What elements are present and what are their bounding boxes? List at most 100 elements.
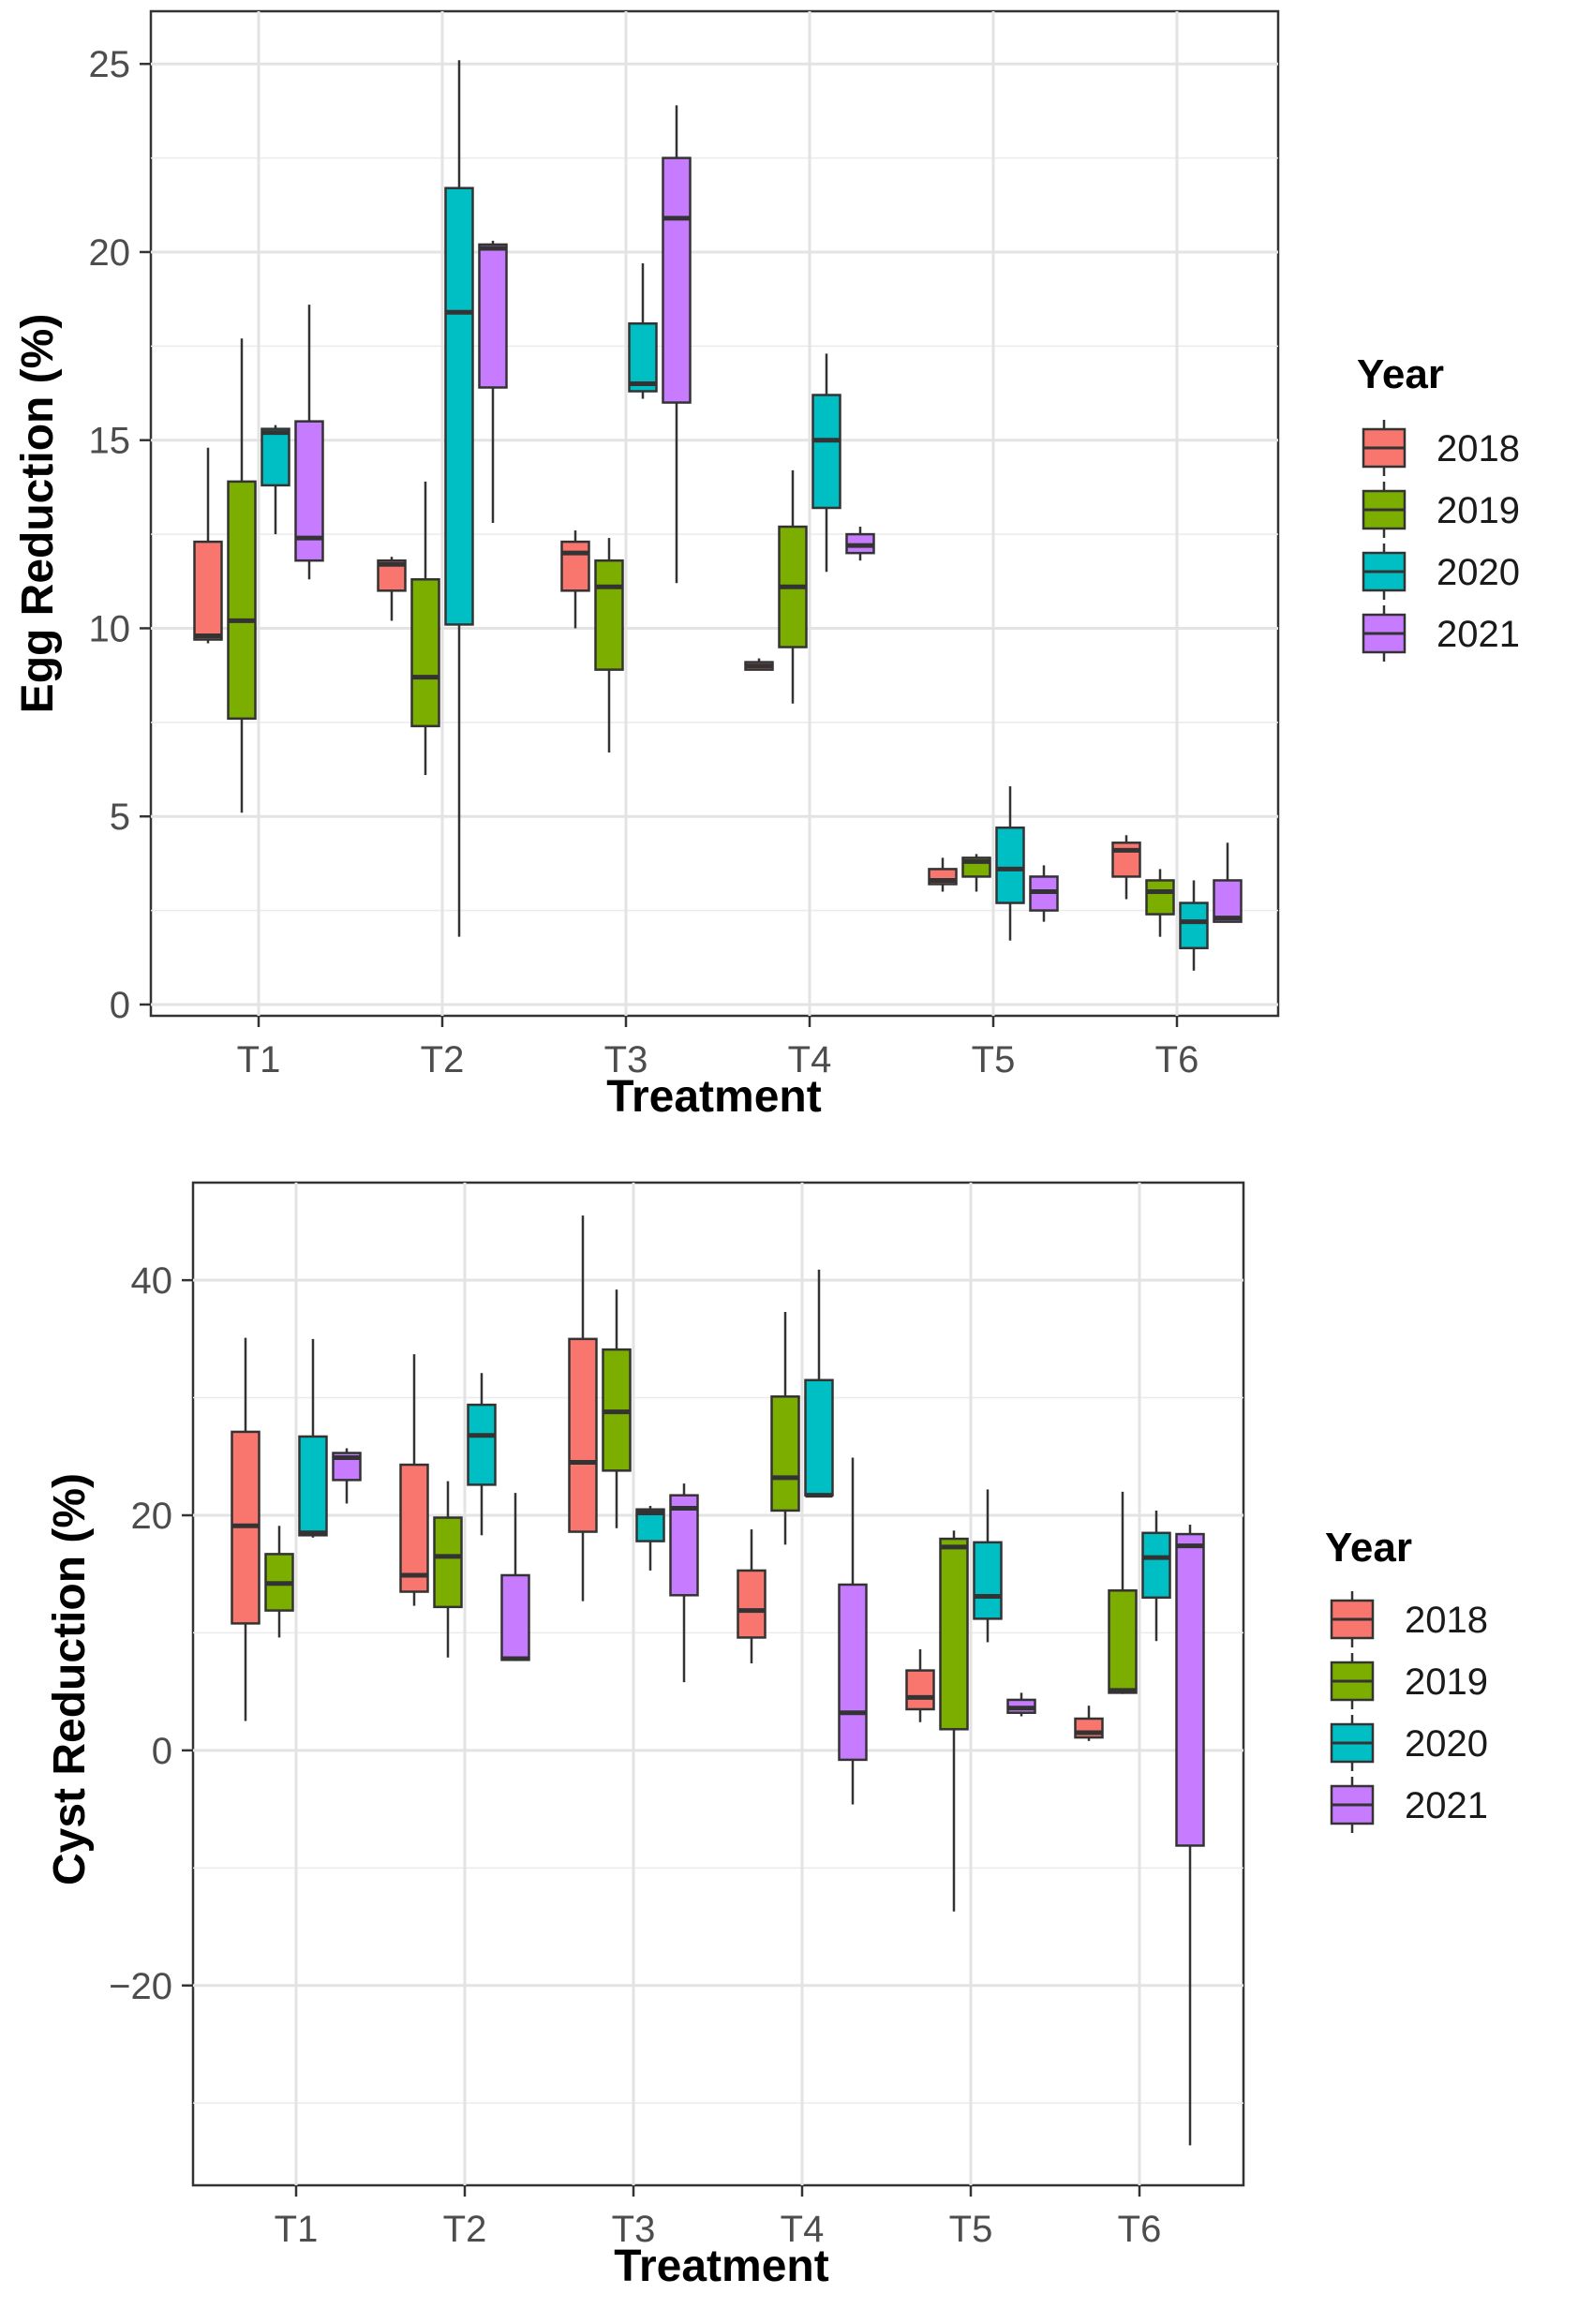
egg-y-tick-label: 0 <box>110 985 130 1026</box>
cyst-box-T6-2018 <box>1074 1706 1104 1741</box>
cyst-x-tick-label: T6 <box>1118 2209 1162 2250</box>
cyst-box-T6-2021 <box>1175 1525 1205 2146</box>
egg-legend-keys: 2018 2019 2020 2021 <box>1362 420 1520 662</box>
egg-legend-item-2020: 2020 <box>1362 544 1520 600</box>
egg-legend: Year 2018 2019 2020 2021 <box>1357 351 1520 662</box>
egg-box-T3-2021 <box>662 105 692 584</box>
cyst-box-rect <box>298 1435 328 1537</box>
egg-box-T1-2021 <box>294 305 324 580</box>
cyst-box-T2-2018 <box>399 1354 429 1606</box>
egg-x-tick-label: T2 <box>421 1039 465 1080</box>
egg-y-tick-label: 20 <box>89 232 131 274</box>
cyst-minor-grid <box>193 1396 1243 2104</box>
cyst-box-T2-2020 <box>467 1373 497 1536</box>
cyst-box-T5-2021 <box>1006 1692 1036 1717</box>
egg-legend-label: 2018 <box>1437 428 1520 469</box>
cyst-box-rect <box>467 1403 497 1486</box>
egg-box-rect <box>261 427 290 487</box>
egg-x-tick-label: T1 <box>237 1039 281 1080</box>
egg-x-tick-label: T4 <box>788 1039 832 1080</box>
egg-box-T2-2021 <box>478 240 508 524</box>
egg-box-T5-2020 <box>995 786 1025 941</box>
egg-box-T6-2018 <box>1111 835 1141 900</box>
cyst-box-T5-2019 <box>939 1530 969 1912</box>
cyst-x-tick-label: T5 <box>949 2209 993 2250</box>
egg-y-tick-label: 25 <box>89 44 131 85</box>
egg-box-T2-2018 <box>377 557 407 621</box>
egg-box-T5-2021 <box>1029 865 1059 922</box>
cyst-box-rect <box>568 1337 598 1533</box>
egg-legend-item-2021: 2021 <box>1362 605 1520 662</box>
egg-box-T2-2020 <box>444 60 474 937</box>
cyst-box-rect <box>838 1583 868 1762</box>
cyst-box-rect <box>973 1541 1003 1620</box>
egg-panel: 0 5 10 15 20 25 T1 T2 T3 T4 T5 T6 Treatment Egg Re… <box>13 9 1520 1122</box>
egg-box-T4-2020 <box>811 353 841 573</box>
cyst-major-grid <box>193 1183 1243 2185</box>
egg-legend-title: Year <box>1357 351 1444 397</box>
egg-major-grid <box>151 11 1278 1016</box>
cyst-box-T3-2021 <box>669 1483 699 1683</box>
egg-box-rect <box>594 559 624 671</box>
egg-y-tick-label: 10 <box>89 608 131 649</box>
egg-box-rect <box>410 578 440 728</box>
egg-x-tick-label: T5 <box>972 1039 1016 1080</box>
cyst-plot-panel <box>191 1181 1245 2187</box>
egg-legend-label: 2019 <box>1437 490 1520 531</box>
cyst-x-ticks: T1 T2 T3 T4 T5 T6 <box>275 2185 1162 2250</box>
egg-x-tick-label: T6 <box>1155 1039 1199 1080</box>
egg-plot-panel <box>149 9 1280 1018</box>
egg-box-rect <box>995 827 1025 904</box>
egg-box-T3-2019 <box>594 538 624 752</box>
cyst-y-axis-title: Cyst Reduction (%) <box>45 1473 95 1885</box>
egg-y-tick-label: 15 <box>89 421 131 462</box>
cyst-legend-label: 2019 <box>1405 1661 1488 1703</box>
cyst-x-tick-label: T3 <box>612 2209 656 2250</box>
egg-y-axis-title: Egg Reduction (%) <box>13 314 63 714</box>
cyst-box-T4-2019 <box>770 1311 800 1545</box>
cyst-legend-label: 2018 <box>1405 1600 1488 1641</box>
egg-box-rect <box>811 394 841 510</box>
cyst-box-rect <box>669 1494 699 1597</box>
egg-box-T2-2019 <box>410 481 440 776</box>
egg-legend-item-2019: 2019 <box>1362 482 1520 538</box>
egg-box-rect <box>1145 879 1175 916</box>
egg-box-T5-2019 <box>961 854 991 892</box>
cyst-box-T4-2018 <box>737 1529 767 1664</box>
egg-box-T1-2019 <box>227 338 257 813</box>
cyst-box-T3-2018 <box>568 1215 598 1601</box>
egg-box-T1-2018 <box>193 447 223 644</box>
cyst-legend-label: 2021 <box>1405 1785 1488 1826</box>
cyst-box-T5-2020 <box>973 1489 1003 1643</box>
cyst-box-T2-2019 <box>433 1481 463 1658</box>
cyst-box-T6-2019 <box>1108 1491 1138 1694</box>
egg-legend-label: 2020 <box>1437 552 1520 593</box>
cyst-x-tick-label: T2 <box>443 2209 487 2250</box>
cyst-y-tick-label: 20 <box>131 1496 173 1537</box>
egg-box-rect <box>560 540 590 592</box>
cyst-legend: Year 2018 2019 2020 2021 <box>1325 1525 1488 1833</box>
cyst-box-rect <box>500 1573 530 1661</box>
egg-box-T1-2020 <box>261 425 290 535</box>
egg-box-rect <box>227 480 257 721</box>
cyst-box-rect <box>939 1537 969 1731</box>
egg-x-tick-label: T3 <box>604 1039 648 1080</box>
cyst-box-rect <box>737 1569 767 1639</box>
egg-x-axis-title: Treatment <box>606 1072 821 1122</box>
cyst-legend-item-2018: 2018 <box>1330 1591 1488 1647</box>
cyst-x-axis-title: Treatment <box>614 2242 828 2291</box>
cyst-box-rect <box>804 1378 834 1497</box>
cyst-boxes <box>231 1215 1205 2146</box>
cyst-box-rect <box>1175 1532 1205 1847</box>
cyst-box-rect <box>905 1669 935 1711</box>
cyst-y-ticks: −20 0 20 40 <box>109 1260 193 2007</box>
egg-box-T4-2018 <box>744 658 774 671</box>
egg-box-T3-2020 <box>628 263 658 399</box>
cyst-legend-label: 2020 <box>1405 1723 1488 1765</box>
cyst-y-tick-label: 40 <box>131 1260 173 1302</box>
cyst-box-T6-2020 <box>1141 1510 1171 1642</box>
cyst-legend-keys: 2018 2019 2020 2021 <box>1330 1591 1488 1833</box>
cyst-x-tick-label: T4 <box>781 2209 825 2250</box>
cyst-box-rect <box>1141 1531 1171 1600</box>
